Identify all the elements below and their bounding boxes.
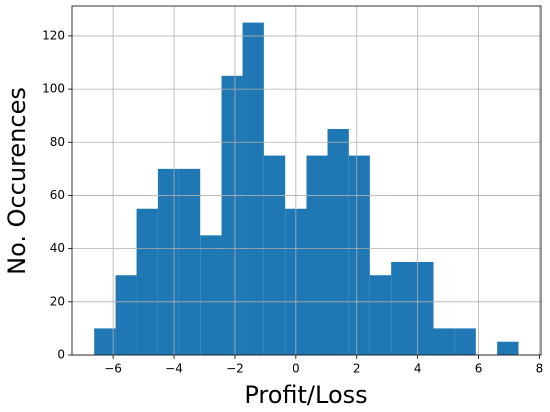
bar — [327, 128, 349, 355]
y-axis-title: No. Occurences — [3, 87, 31, 275]
y-tick-label: 60 — [50, 188, 65, 202]
bar — [391, 261, 413, 355]
bar — [348, 155, 370, 355]
bar — [497, 341, 519, 355]
y-tick-label: 120 — [42, 28, 65, 42]
bar — [433, 328, 455, 355]
bar — [94, 328, 116, 355]
x-tick-label: −4 — [165, 362, 183, 376]
y-tick-label: 40 — [50, 241, 65, 255]
y-tick-label: 20 — [50, 294, 65, 308]
bar — [178, 168, 201, 355]
x-tick-label: 4 — [414, 362, 422, 376]
x-tick-label: 8 — [536, 362, 544, 376]
bar — [263, 155, 286, 355]
bar — [369, 275, 392, 355]
x-axis-title: Profit/Loss — [244, 381, 367, 409]
bar — [454, 328, 476, 355]
bar — [115, 275, 137, 355]
bar — [242, 22, 264, 355]
x-tick-label: −2 — [226, 362, 244, 376]
x-tick-label: 2 — [353, 362, 361, 376]
bar — [200, 235, 222, 355]
bar — [306, 155, 328, 355]
bar — [221, 75, 243, 356]
y-tick-label: 80 — [50, 135, 65, 149]
x-tick-label: 0 — [292, 362, 300, 376]
bar — [412, 261, 434, 355]
plot-frame — [71, 5, 542, 356]
y-tick-label: 100 — [42, 82, 65, 96]
bar — [136, 208, 158, 355]
x-tick-label: 6 — [475, 362, 483, 376]
y-tick-label: 0 — [57, 348, 65, 362]
x-tick-label: −6 — [104, 362, 122, 376]
bar — [157, 168, 179, 355]
